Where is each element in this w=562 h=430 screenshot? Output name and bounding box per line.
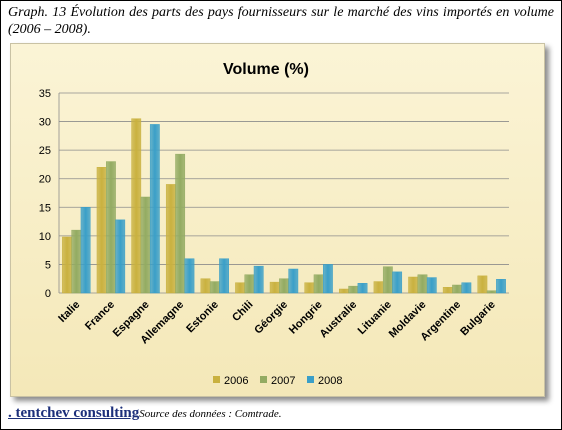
bar-chart: Volume (%) 0 5 10 15 20 25 30 35 Italie France Es… — [39, 61, 509, 387]
bar-2007 — [417, 274, 428, 294]
bar-2006 — [304, 282, 315, 294]
bar-2008 — [80, 207, 91, 294]
bar-2006 — [62, 236, 72, 294]
y-tick-label: 20 — [39, 174, 51, 186]
y-tick-label: 0 — [45, 288, 51, 300]
grid-lines — [58, 92, 509, 294]
bar-2008 — [184, 258, 195, 294]
bar-2007 — [452, 284, 462, 294]
bar-2008 — [149, 124, 160, 294]
legend-swatch — [307, 376, 314, 383]
bar-2008 — [461, 282, 472, 294]
legend: 2006 2007 2008 — [213, 375, 342, 387]
legend-label: 2007 — [271, 375, 295, 387]
bar-2007 — [279, 278, 289, 294]
x-tick-label: Italie — [56, 299, 82, 325]
bar-2007 — [209, 281, 220, 294]
y-tick-label: 30 — [39, 117, 51, 129]
bar-2008 — [426, 277, 437, 294]
y-tick-label: 35 — [39, 88, 51, 100]
bar-2008 — [496, 279, 506, 294]
bar-2006 — [96, 167, 107, 294]
bar-2006 — [442, 287, 453, 294]
bar-2008 — [357, 283, 368, 294]
y-tick-label: 10 — [39, 231, 51, 243]
bar-2008 — [115, 219, 126, 294]
y-axis-ticks: 0 5 10 15 20 25 30 35 — [39, 88, 51, 300]
x-tick-label: Estonie — [184, 299, 221, 336]
bar-2006 — [200, 278, 211, 294]
bar-2006 — [373, 281, 384, 294]
legend-label: 2006 — [224, 375, 248, 387]
bar-2008 — [288, 268, 299, 294]
bar-2007 — [244, 274, 255, 294]
legend-swatch — [260, 376, 267, 383]
bar-2006 — [339, 288, 349, 294]
bar-2008 — [219, 258, 229, 294]
bars — [62, 118, 506, 294]
x-tick-label: France — [83, 299, 117, 333]
legend-swatch — [213, 376, 220, 383]
source-note: Source des données : Comtrade. — [139, 408, 282, 420]
bar-2008 — [323, 264, 333, 294]
legend-label: 2008 — [318, 375, 342, 387]
bar-2007 — [71, 229, 82, 294]
bar-2006 — [408, 276, 419, 294]
x-tick-label: Australie — [318, 299, 360, 341]
bar-2007 — [140, 196, 151, 294]
bar-2006 — [269, 281, 280, 294]
chart-panel: Volume (%) 0 5 10 15 20 25 30 35 Italie France Es… — [10, 43, 545, 397]
brand-link[interactable]: . tentchev consulting — [8, 405, 140, 421]
bar-2007 — [313, 274, 324, 294]
y-tick-label: 25 — [39, 145, 51, 157]
bar-2007 — [486, 290, 497, 294]
bar-2007 — [348, 285, 359, 294]
chart-title: Volume (%) — [223, 61, 309, 78]
bar-2006 — [165, 184, 176, 294]
bar-2006 — [235, 282, 245, 294]
bar-2008 — [392, 271, 403, 294]
x-tick-label: Bulgarie — [458, 299, 498, 339]
x-tick-label: Chili — [230, 299, 255, 324]
figure-caption: Graph. 13 Évolution des parts des pays f… — [8, 5, 554, 37]
bar-2008 — [253, 265, 264, 294]
y-tick-label: 15 — [39, 202, 51, 214]
x-tick-label: Géorgie — [252, 299, 290, 337]
bar-2007 — [175, 153, 186, 294]
bar-2006 — [477, 275, 488, 294]
footer: . tentchev consultingSource des données … — [8, 405, 282, 422]
bar-2007 — [106, 161, 116, 294]
bar-2006 — [131, 118, 142, 294]
y-tick-label: 5 — [45, 259, 51, 271]
bar-2007 — [382, 266, 393, 294]
